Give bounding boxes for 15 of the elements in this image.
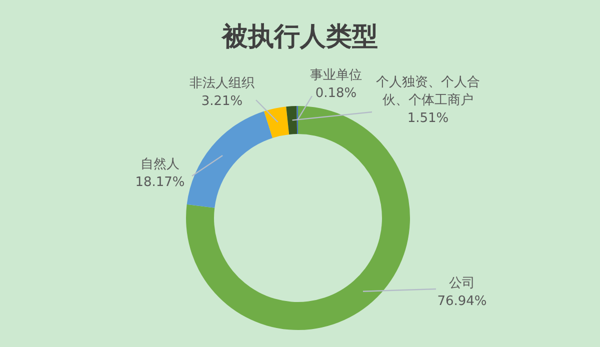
donut-slice [186,106,410,330]
slice-label: 自然人 [140,157,180,172]
data-label: 1.51% [407,111,449,126]
donut-slice [186,111,273,208]
data-label: 76.94% [437,294,487,309]
slice-label: 事业单位 [310,68,362,83]
data-label: 18.17% [135,175,185,190]
donut-slice [286,106,298,134]
slice-label: 公司 [449,276,475,291]
data-label: 3.21% [201,94,243,109]
data-label: 0.18% [315,86,357,101]
slice-label: 非法人组织 [190,76,254,91]
chart-title: 被执行人类型 [221,22,378,52]
donut-slice [264,106,290,138]
slice-label: 个人独资、个人合伙、个体工商户 [376,75,480,108]
